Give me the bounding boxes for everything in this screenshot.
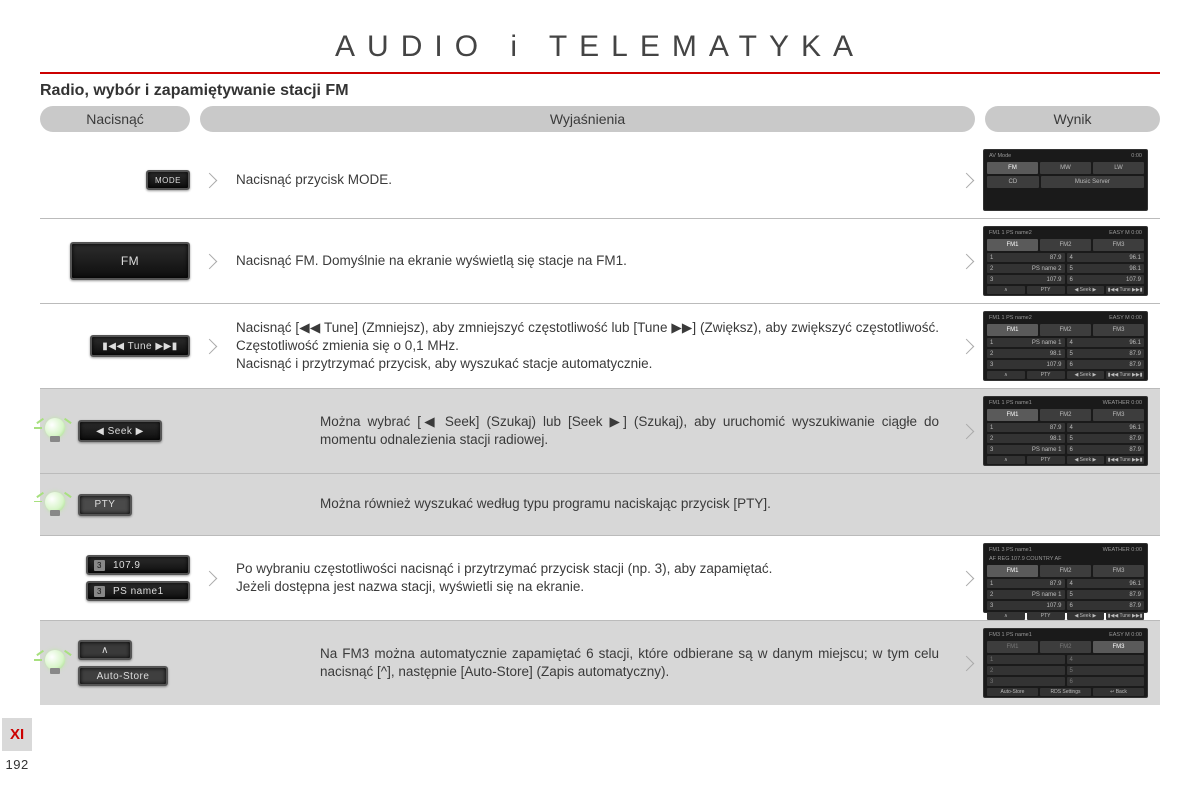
chevron-icon [200, 226, 218, 296]
page-side: XI 192 [2, 718, 32, 772]
chevron-icon [200, 311, 218, 381]
rule [40, 72, 1160, 74]
section-tab: XI [2, 718, 32, 751]
page-number: 192 [5, 757, 28, 772]
tune-button[interactable]: ▮◀◀ Tune ▶▶▮ [90, 335, 190, 357]
page-title: AUDIO i TELEMATYKA [40, 30, 1160, 64]
row-seek-tip: ◀ Seek ▶ Można wybrać [◀ Seek] (Szukaj) … [40, 389, 1160, 474]
text-pty: Można również wyszukać według typu progr… [310, 481, 975, 528]
chevron-icon [200, 543, 218, 613]
chevron-icon [957, 311, 975, 381]
chevron-icon [957, 628, 975, 698]
chevron-icon [200, 149, 218, 211]
bulb-icon [40, 416, 70, 446]
header-press: Nacisnąć [40, 106, 190, 132]
column-headers: Nacisnąć Wyjaśnienia Wynik [40, 106, 1160, 132]
pty-button[interactable]: PTY [78, 494, 132, 516]
subheading: Radio, wybór i zapamiętywanie stacji FM [40, 82, 1160, 100]
text-preset: Po wybraniu częstotliwości nacisnąć i pr… [218, 543, 957, 613]
result-screen-autostore: FM3 1 PS name1EASY M 0:00 FM1FM2FM3 14 2… [983, 628, 1148, 698]
chevron-icon [957, 149, 975, 211]
mode-button[interactable]: MODE [146, 170, 190, 190]
text-mode: Nacisnąć przycisk MODE. [218, 149, 957, 211]
chevron-icon [957, 543, 975, 613]
result-screen-preset: FM1 3 PS name1WEATHER 0:00 AF REG 107.9 … [983, 543, 1148, 613]
bulb-icon [40, 648, 70, 678]
chevron-icon [957, 226, 975, 296]
fm-button[interactable]: FM [70, 242, 190, 280]
autostore-button[interactable]: Auto-Store [78, 666, 168, 686]
text-seek: Można wybrać [◀ Seek] (Szukaj) lub [Seek… [310, 396, 957, 466]
text-tune: Nacisnąć [◀◀ Tune] (Zmniejsz), aby zmnie… [218, 311, 957, 381]
preset-freq-button[interactable]: 3 107.9 [86, 555, 190, 575]
row-preset: 3 107.9 3 PS name1 Po wybraniu częstotli… [40, 536, 1160, 621]
header-result: Wynik [985, 106, 1160, 132]
row-pty-tip: PTY Można również wyszukać według typu p… [40, 474, 1160, 536]
text-autostore: Na FM3 można automatycznie zapamiętać 6 … [310, 628, 957, 698]
result-screen-fm: FM1 1 PS name2EASY M 0:00 FM1FM2FM3 187.… [983, 226, 1148, 296]
chevron-icon [957, 396, 975, 466]
instruction-rows: MODE Nacisnąć przycisk MODE. AV Mode0:00… [40, 142, 1160, 705]
result-screen-seek: FM1 1 PS name1WEATHER 0:00 FM1FM2FM3 187… [983, 396, 1148, 466]
row-autostore-tip: ∧ Auto-Store Na FM3 można automatycznie … [40, 621, 1160, 705]
row-fm: FM Nacisnąć FM. Domyślnie na ekranie wyś… [40, 219, 1160, 304]
result-screen-av: AV Mode0:00 FM MW LW CD Music Server [983, 149, 1148, 211]
up-button[interactable]: ∧ [78, 640, 132, 660]
row-tune: ▮◀◀ Tune ▶▶▮ Nacisnąć [◀◀ Tune] (Zmniejs… [40, 304, 1160, 389]
preset-name-button[interactable]: 3 PS name1 [86, 581, 190, 601]
bulb-icon [40, 490, 70, 520]
seek-button[interactable]: ◀ Seek ▶ [78, 420, 162, 442]
result-screen-tune: FM1 1 PS name2EASY M 0:00 FM1FM2FM3 1PS … [983, 311, 1148, 381]
row-mode: MODE Nacisnąć przycisk MODE. AV Mode0:00… [40, 142, 1160, 219]
header-explain: Wyjaśnienia [200, 106, 975, 132]
text-fm: Nacisnąć FM. Domyślnie na ekranie wyświe… [218, 226, 957, 296]
